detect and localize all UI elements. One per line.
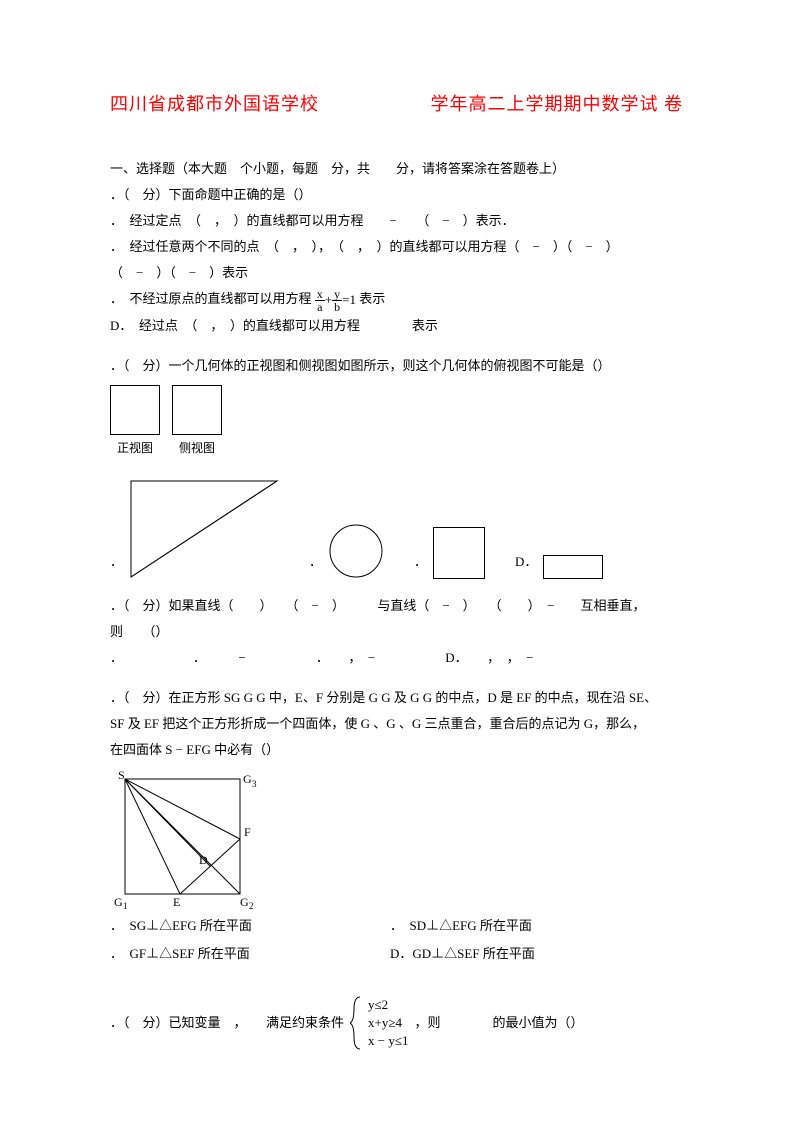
q1-b: ． 经过任意两个不同的点 （ ， ）， （ ， ）的直线都可以用方程（ − ）（… bbox=[110, 234, 683, 260]
q4-diagram: S G 3 G 1 G 2 E F D bbox=[110, 769, 260, 909]
q1-c: ． 不经过原点的直线都可以用方程 x a + y b =1 表示 bbox=[110, 286, 683, 313]
q3-opts: ． ． − ． ， − D． ， ， − bbox=[110, 645, 683, 671]
svg-text:D: D bbox=[199, 853, 208, 867]
q4-b: ． SD⊥△EFG 所在平面 bbox=[390, 913, 670, 939]
frac-1-top: x bbox=[315, 288, 325, 301]
body: 一、选择题（本大题 个小题，每题 分，共 分，请将答案涂在答题卷上） ．（ 分）… bbox=[110, 156, 683, 1051]
title-left: 四川省成都市外国语学校 bbox=[110, 90, 319, 116]
front-square bbox=[110, 385, 160, 435]
square-icon bbox=[433, 527, 485, 579]
q3-c: ． ， − bbox=[316, 645, 375, 671]
q1-b2: （ − ）（ − ）表示 bbox=[110, 260, 683, 286]
q4-l3: 在四面体 S − EFG 中必有（） bbox=[110, 737, 683, 763]
plus-sign: + bbox=[325, 287, 332, 313]
triangle-icon bbox=[129, 479, 279, 579]
q4-a: ． SG⊥△EFG 所在平面 bbox=[110, 913, 390, 939]
q2-options: ． ． ． D． bbox=[110, 479, 683, 579]
q1-c-pre: ． 不经过原点的直线都可以用方程 bbox=[110, 291, 312, 306]
side-label: 侧视图 bbox=[179, 435, 215, 461]
q4-opts: ． SG⊥△EFG 所在平面 ． SD⊥△EFG 所在平面 ． GF⊥△SEF … bbox=[110, 913, 683, 967]
q4-l1: ．（ 分）在正方形 SG G G 中，E、F 分别是 G G 及 G G 的中点… bbox=[110, 685, 683, 711]
q3-d: D． ， ， − bbox=[445, 645, 533, 671]
brace-icon bbox=[350, 995, 362, 1051]
q2-opt-a: ． bbox=[110, 479, 279, 579]
q5-c1: y≤2 bbox=[368, 996, 408, 1014]
q2-b-label: ． bbox=[309, 549, 322, 575]
frac-2-bot: b bbox=[332, 301, 342, 313]
q5-c3: x − y≤1 bbox=[368, 1032, 408, 1050]
svg-text:3: 3 bbox=[252, 779, 257, 789]
side-square bbox=[172, 385, 222, 435]
q2-opt-b: ． bbox=[309, 523, 384, 579]
q1-stem: ．（ 分）下面命题中正确的是（） bbox=[110, 182, 683, 208]
frac-1-bot: a bbox=[315, 301, 324, 313]
q1-c-post: 表示 bbox=[359, 291, 385, 306]
q2-stem: ．（ 分）一个几何体的正视图和侧视图如图所示，则这个几何体的俯视图不可能是（） bbox=[110, 353, 683, 379]
rect-icon bbox=[543, 555, 603, 579]
q4-d: D．GD⊥△SEF 所在平面 bbox=[390, 941, 670, 967]
q2-views: 正视图 侧视图 bbox=[110, 385, 683, 461]
q2-d-label: D． bbox=[515, 549, 537, 575]
frac-2-top: y bbox=[332, 288, 342, 301]
q5-cases: y≤2 x+y≥4 x − y≤1 bbox=[368, 996, 408, 1050]
front-label: 正视图 bbox=[117, 435, 153, 461]
page: 四川省成都市外国语学校 学年高二上学期期中数学试 卷 一、选择题（本大题 个小题… bbox=[0, 0, 793, 1122]
q4-c: ． GF⊥△SEF 所在平面 bbox=[110, 941, 390, 967]
section-header: 一、选择题（本大题 个小题，每题 分，共 分，请将答案涂在答题卷上） bbox=[110, 156, 683, 182]
svg-text:G: G bbox=[114, 895, 123, 909]
svg-text:G: G bbox=[243, 772, 252, 786]
q1-d: D． 经过点 （ ， ）的直线都可以用方程 表示 bbox=[110, 313, 683, 339]
frac-1: x a bbox=[315, 288, 325, 313]
q2-c-label: ． bbox=[414, 549, 427, 575]
svg-text:2: 2 bbox=[249, 901, 254, 909]
q3-b: ． − bbox=[193, 645, 246, 671]
frac-2: y b bbox=[332, 288, 342, 313]
q1-a: ． 经过定点 （ ， ）的直线都可以用方程 − （ − ）表示． bbox=[110, 208, 683, 234]
circle-icon bbox=[328, 523, 384, 579]
q5-c2: x+y≥4 bbox=[368, 1014, 408, 1032]
side-view: 侧视图 bbox=[172, 385, 222, 461]
q3-stem2: 则 （） bbox=[110, 619, 683, 645]
svg-text:G: G bbox=[240, 895, 249, 909]
frac-eq: =1 bbox=[342, 287, 356, 313]
svg-text:1: 1 bbox=[123, 901, 128, 909]
fraction-inline: x a + y b =1 bbox=[315, 287, 356, 313]
front-view: 正视图 bbox=[110, 385, 160, 461]
q4-l2: SF 及 EF 把这个正方形折成一个四面体，使 G 、G 、G 三点重合，重合后… bbox=[110, 711, 683, 737]
title-right: 学年高二上学期期中数学试 卷 bbox=[431, 90, 684, 116]
svg-text:S: S bbox=[118, 769, 125, 782]
q2-opt-d: D． bbox=[515, 553, 603, 579]
q3-a: ． bbox=[110, 645, 123, 671]
svg-text:F: F bbox=[244, 825, 251, 839]
title-row: 四川省成都市外国语学校 学年高二上学期期中数学试 卷 bbox=[110, 90, 683, 116]
q2-opt-c: ． bbox=[414, 527, 485, 579]
q5-row: ．（ 分）已知变量 ， 满足约束条件 y≤2 x+y≥4 x − y≤1 ，则 … bbox=[110, 995, 683, 1051]
q2-a-label: ． bbox=[110, 549, 123, 575]
q5-post: ，则 的最小值为（） bbox=[414, 1010, 583, 1036]
svg-text:E: E bbox=[173, 895, 180, 909]
q5-pre: ．（ 分）已知变量 ， 满足约束条件 bbox=[110, 1010, 344, 1036]
q3-stem: ．（ 分）如果直线（ ） （ − ） 与直线（ − ） （ ） − 互相垂直， bbox=[110, 593, 683, 619]
